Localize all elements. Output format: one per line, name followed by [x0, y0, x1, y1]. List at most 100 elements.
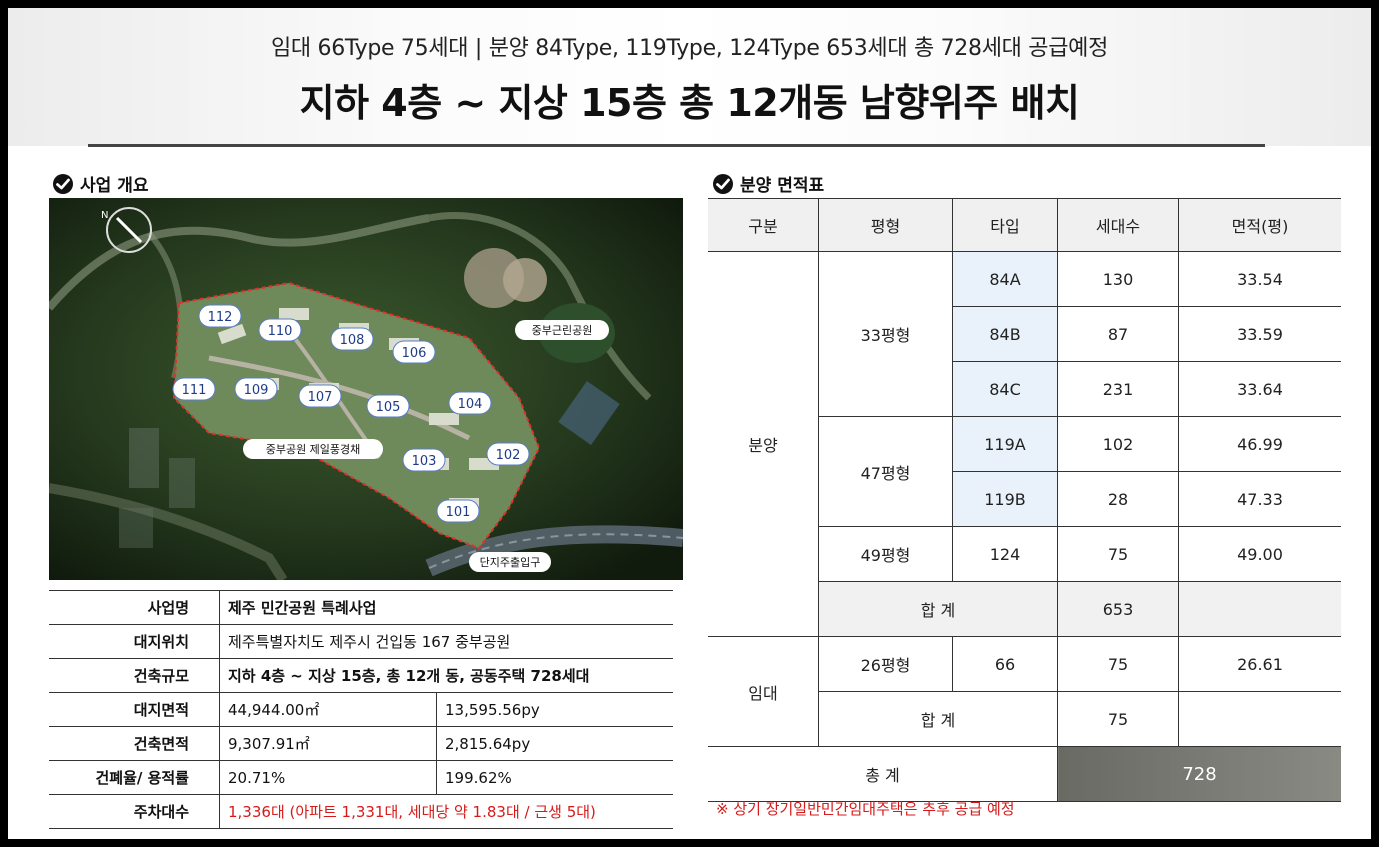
units-cell: 75: [1057, 526, 1179, 582]
pyeong-49: 49평형: [818, 526, 953, 582]
info-key: 건폐율/ 용적률: [49, 760, 220, 795]
type-cell: 84B: [952, 306, 1058, 362]
table-row: 합 계 75: [708, 691, 1341, 747]
sales-area-table: 구분 평형 타입 세대수 면적(평) 분양 33평형 84A 130 33.54…: [708, 198, 1341, 802]
map-label-111: 111: [182, 383, 207, 398]
section-business-label: 사업 개요: [80, 176, 149, 196]
site-plan-map: N 112 110 108 106 111 109 107 105 104: [49, 198, 683, 580]
table-row: 대지면적 44,944.00㎡ 13,595.56py: [49, 692, 673, 727]
table-row: 대지위치 제주특별자치도 제주시 건입동 167 중부공원: [49, 624, 673, 659]
sale-subtotal-empty: [1178, 581, 1341, 637]
units-cell: 28: [1057, 471, 1179, 527]
info-value: 20.71%: [219, 760, 437, 795]
type-cell: 84A: [952, 251, 1058, 307]
info-key: 사업명: [49, 590, 220, 625]
units-cell: 87: [1057, 306, 1179, 362]
site-plan-illustration: N 112 110 108 106 111 109 107 105 104: [49, 198, 683, 580]
table-row: 84B 87 33.59: [708, 306, 1341, 362]
type-cell: 66: [952, 636, 1058, 692]
category-rent: 임대: [708, 636, 819, 747]
info-value: 제주 민간공원 특례사업: [219, 590, 673, 625]
table-row: 84C 231 33.64: [708, 361, 1341, 417]
page: 임대 66Type 75세대 | 분양 84Type, 119Type, 124…: [8, 8, 1371, 839]
units-cell: 102: [1057, 416, 1179, 472]
rent-subtotal-label: 합 계: [818, 691, 1058, 747]
units-cell: 231: [1057, 361, 1179, 417]
table-row: 총 계 728: [708, 746, 1341, 802]
map-label-108: 108: [340, 333, 365, 348]
header: 임대 66Type 75세대 | 분양 84Type, 119Type, 124…: [8, 8, 1371, 147]
pyeong-26: 26평형: [818, 636, 953, 692]
info-value: 지하 4층 ~ 지상 15층, 총 12개 동, 공동주택 728세대: [219, 658, 673, 693]
sale-subtotal-label: 합 계: [818, 581, 1058, 637]
map-label-park: 중부근린공원: [532, 324, 593, 337]
table-row: 49평형 124 75 49.00: [708, 526, 1341, 582]
info-key: 주차대수: [49, 794, 220, 829]
header-units: 세대수: [1057, 198, 1179, 252]
type-cell: 119B: [952, 471, 1058, 527]
table-row: 합 계 653: [708, 581, 1341, 637]
table-row: 47평형 119A 102 46.99: [708, 416, 1341, 527]
section-business-title: 사업 개요: [52, 171, 148, 196]
area-cell: 46.99: [1178, 416, 1341, 472]
type-cell: 119A: [952, 416, 1058, 472]
supply-note: ※ 상기 장기일반민간임대주택은 추후 공급 예정: [716, 800, 1015, 818]
header-title: 지하 4층 ~ 지상 15층 총 12개동 남향위주 배치: [299, 81, 1080, 125]
header-area: 면적(평): [1178, 198, 1341, 252]
check-circle-icon: [53, 173, 73, 194]
map-label-107: 107: [308, 390, 333, 405]
header-subtitle: 임대 66Type 75세대 | 분양 84Type, 119Type, 124…: [270, 36, 1109, 61]
pyeong-47: 47평형: [818, 416, 953, 527]
check-circle-icon: [713, 173, 733, 194]
info-key: 대지위치: [49, 624, 220, 659]
info-value: 44,944.00㎡: [219, 692, 437, 727]
map-label-106: 106: [402, 346, 427, 361]
info-value: 제주특별자치도 제주시 건입동 167 중부공원: [219, 624, 673, 659]
map-label-101: 101: [446, 505, 471, 520]
rent-subtotal-value: 75: [1057, 691, 1179, 747]
info-key: 대지면적: [49, 692, 220, 727]
header-divider: [88, 144, 1265, 147]
type-cell: 84C: [952, 361, 1058, 417]
map-label-103: 103: [412, 454, 437, 469]
info-value-secondary: 2,815.64py: [436, 726, 673, 761]
pyeong-33: 33평형: [818, 251, 953, 417]
area-cell: 47.33: [1178, 471, 1341, 527]
units-cell: 130: [1057, 251, 1179, 307]
table-header-row: 구분 평형 타입 세대수 면적(평): [708, 198, 1341, 252]
map-label-109: 109: [244, 383, 269, 398]
table-row: 분양 33평형 84A 130 33.54: [708, 251, 1341, 637]
table-row: 건축규모 지하 4층 ~ 지상 15층, 총 12개 동, 공동주택 728세대: [49, 658, 673, 693]
table-row: 119B 28 47.33: [708, 471, 1341, 527]
map-label-102: 102: [496, 448, 521, 463]
business-info-table: 사업명 제주 민간공원 특례사업 대지위치 제주특별자치도 제주시 건입동 16…: [49, 590, 673, 829]
total-value: 728: [1057, 746, 1341, 802]
map-label-112: 112: [208, 310, 233, 325]
info-key: 건축면적: [49, 726, 220, 761]
table-row: 사업명 제주 민간공원 특례사업: [49, 590, 673, 625]
map-label-scenery: 중부공원 제일풍경채: [266, 442, 361, 456]
units-cell: 75: [1057, 636, 1179, 692]
map-label-104: 104: [458, 397, 483, 412]
sale-subtotal-value: 653: [1057, 581, 1179, 637]
area-cell: 33.59: [1178, 306, 1341, 362]
map-label-105: 105: [376, 400, 401, 415]
info-value-secondary: 199.62%: [436, 760, 673, 795]
header-category: 구분: [708, 198, 819, 252]
table-row: 임대 26평형 66 75 26.61: [708, 636, 1341, 747]
section-sales-title: 분양 면적표: [712, 171, 824, 196]
table-row: 건축면적 9,307.91㎡ 2,815.64py: [49, 726, 673, 761]
area-cell: 26.61: [1178, 636, 1341, 692]
category-sale: 분양: [708, 251, 819, 637]
header-pyeong: 평형: [818, 198, 953, 252]
info-value: 1,336대 (아파트 1,331대, 세대당 약 1.83대 / 근생 5대): [219, 794, 673, 829]
rent-subtotal-empty: [1178, 691, 1341, 747]
total-label: 총 계: [708, 746, 1058, 802]
area-cell: 33.54: [1178, 251, 1341, 307]
svg-text:N: N: [101, 210, 108, 221]
table-row: 주차대수 1,336대 (아파트 1,331대, 세대당 약 1.83대 / 근…: [49, 794, 673, 829]
info-key: 건축규모: [49, 658, 220, 693]
map-label-entrance: 단지주출입구: [480, 556, 541, 569]
table-row: 건폐율/ 용적률 20.71% 199.62%: [49, 760, 673, 795]
type-cell: 124: [952, 526, 1058, 582]
